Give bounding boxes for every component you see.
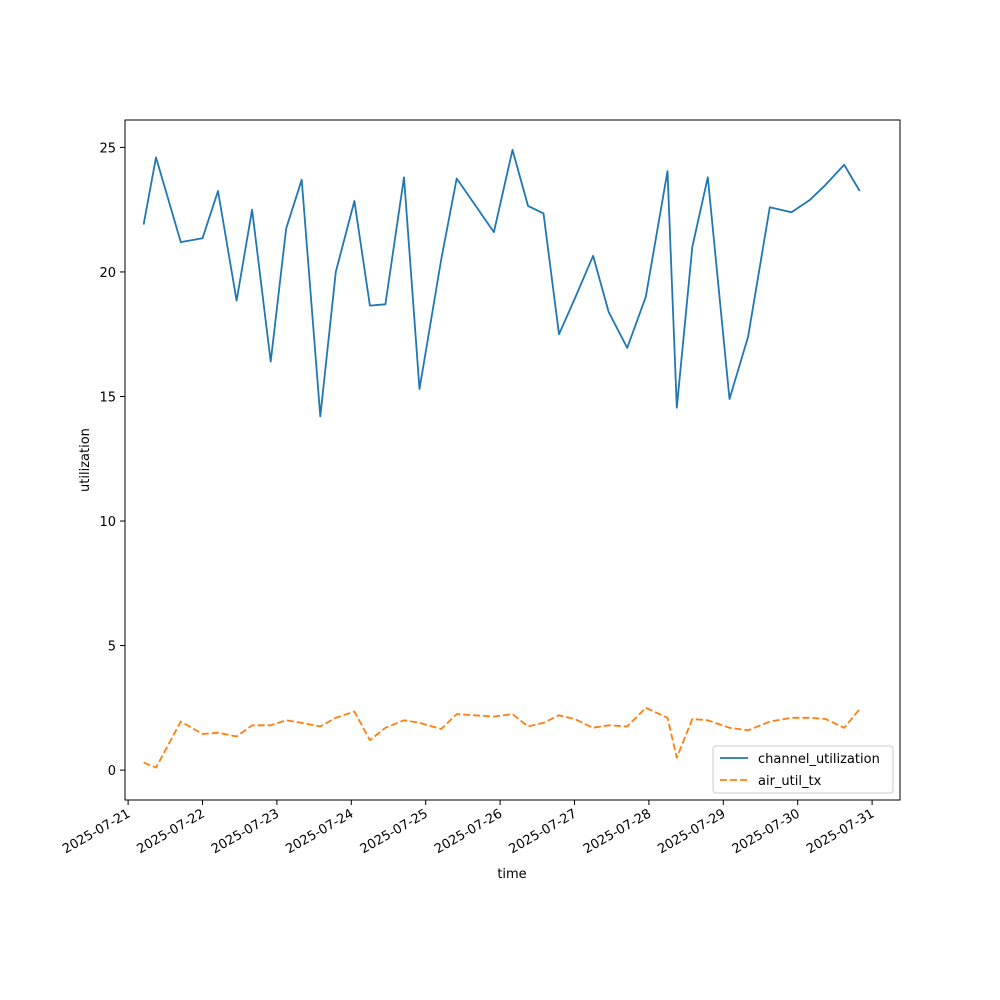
y-axis: 0 5 10 15 20 25: [99, 141, 125, 779]
legend-label-channel-utilization: channel_utilization: [758, 752, 880, 767]
y-tick-label: 0: [108, 764, 116, 779]
y-tick-label: 15: [99, 390, 116, 405]
y-tick-label: 10: [99, 515, 116, 530]
series-layer: [142, 148, 861, 769]
legend: channel_utilization air_util_tx: [712, 745, 894, 794]
series-line-channel-utilization: [142, 148, 861, 418]
x-axis-label: time: [497, 867, 526, 882]
plot-frame: [124, 119, 901, 801]
legend-label-air-util-tx: air_util_tx: [758, 774, 822, 789]
y-tick-label: 5: [108, 640, 116, 655]
series-line-air-util-tx: [143, 706, 861, 769]
y-tick-label: 20: [99, 266, 116, 281]
legend-box: [712, 745, 894, 794]
y-axis-label: utilization: [78, 428, 93, 492]
y-tick-label: 25: [99, 141, 116, 156]
